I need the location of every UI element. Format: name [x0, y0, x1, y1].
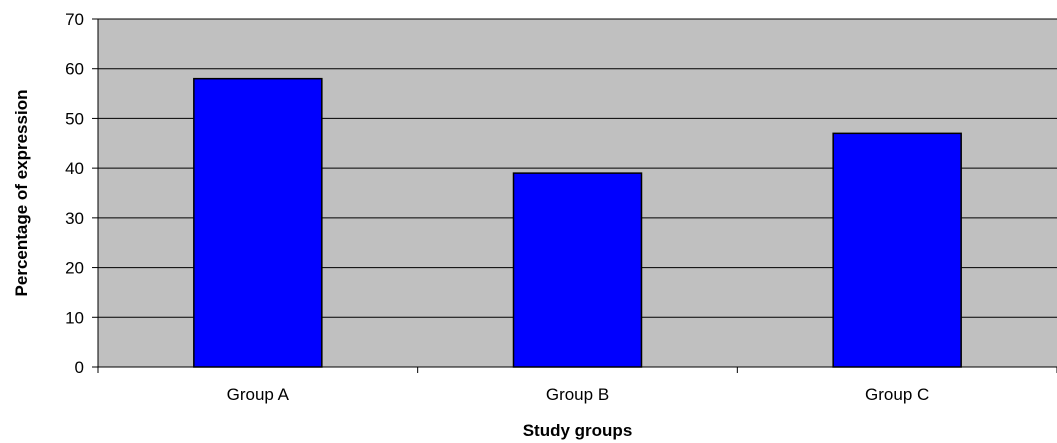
x-axis-title: Study groups — [523, 421, 633, 440]
y-tick-label: 20 — [65, 259, 84, 278]
bar — [512, 172, 643, 368]
bar — [193, 77, 323, 368]
x-tick-label: Group A — [227, 385, 290, 404]
y-tick-label: 60 — [65, 60, 84, 79]
y-tick-label: 30 — [65, 209, 84, 228]
x-tick-label: Group B — [546, 385, 609, 404]
bar — [832, 132, 962, 368]
y-axis-ticks: 0 10 20 30 40 50 60 70 — [65, 10, 98, 377]
y-tick-label: 40 — [65, 159, 84, 178]
y-tick-label: 0 — [75, 358, 84, 377]
y-tick-label: 10 — [65, 308, 84, 327]
x-tick-label: Group C — [865, 385, 929, 404]
y-tick-label: 70 — [65, 10, 84, 29]
x-axis-ticks: Group A Group B Group C — [97, 367, 1057, 404]
y-axis-title: Percentage of expression — [12, 90, 31, 297]
y-tick-label: 50 — [65, 109, 84, 128]
